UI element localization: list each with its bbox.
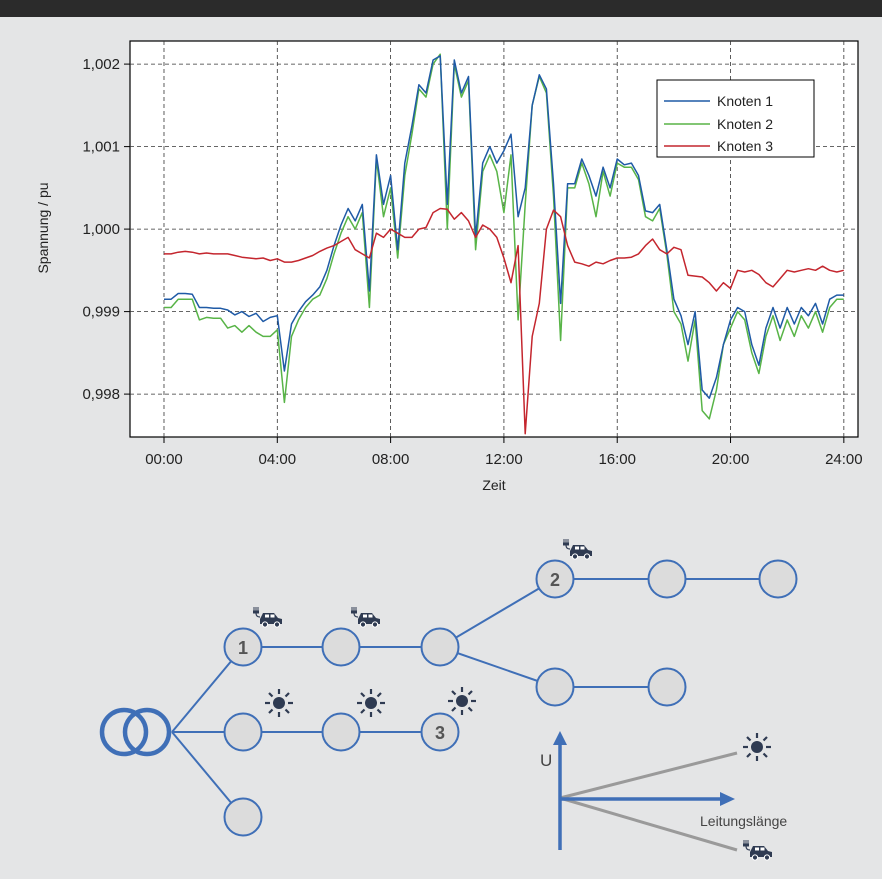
y-axis-label: Spannung / pu (35, 182, 51, 273)
node-1 (223, 627, 263, 667)
node-3 (420, 712, 460, 752)
x-tick-label: 08:00 (372, 451, 410, 468)
inset-pv-line (559, 751, 738, 800)
line-to-node-2 (439, 578, 556, 648)
series-line-knoten-3 (164, 207, 844, 435)
node (647, 667, 687, 707)
series-line-knoten-1 (164, 55, 844, 399)
sun-icon (263, 687, 295, 719)
y-axis-ticks: 1,002 1,001 1,000 0,999 0,998 (82, 56, 130, 403)
inset-ev-line (559, 796, 738, 852)
voltage-chart: 00:00 04:00 08:00 12:00 16:00 20:00 24:00 1,00… (35, 40, 863, 493)
x-tick-label: 00:00 (145, 451, 183, 468)
legend-item-knoten-2: Knoten 2 (664, 116, 773, 132)
y-tick-label: 1,001 (82, 139, 120, 156)
x-axis-label: Zeit (482, 477, 505, 493)
y-tick-label: 0,998 (82, 386, 120, 403)
node (223, 797, 263, 837)
node (535, 667, 575, 707)
x-axis-ticks: 00:00 04:00 08:00 12:00 16:00 20:00 24:00 (145, 437, 863, 468)
legend: Knoten 1 Knoten 2 Knoten 3 (656, 79, 815, 158)
y-tick-label: 1,000 (82, 221, 120, 238)
legend-label: Knoten 2 (717, 116, 773, 132)
legend-label: Knoten 3 (717, 138, 773, 154)
node (758, 559, 798, 599)
x-tick-label: 04:00 (259, 451, 297, 468)
line-to-lower-branch (439, 646, 556, 688)
y-tick-label: 1,002 (82, 56, 120, 73)
series-line-knoten-2 (164, 53, 844, 420)
sun-icon (355, 687, 387, 719)
inset-y-arrowhead (553, 731, 567, 745)
sun-icon (741, 731, 773, 763)
top-bar (0, 0, 882, 17)
node-2 (535, 559, 575, 599)
x-tick-label: 24:00 (825, 451, 863, 468)
node (420, 627, 460, 667)
node (647, 559, 687, 599)
node (223, 712, 263, 752)
node (321, 627, 361, 667)
network-diagram: 1 2 3 U Leitungslänge (99, 538, 798, 861)
x-tick-label: 16:00 (598, 451, 636, 468)
node-label-2: 2 (550, 570, 560, 590)
transformer-icon (99, 707, 172, 757)
node-labels: 1 2 3 (238, 570, 560, 743)
legend-box (656, 79, 815, 158)
legend-item-knoten-3: Knoten 3 (664, 138, 773, 154)
legend-label: Knoten 1 (717, 93, 773, 109)
inset-x-label: Leitungslänge (700, 813, 787, 829)
node-label-3: 3 (435, 723, 445, 743)
voltage-profile-inset: U Leitungslänge (540, 731, 787, 852)
series-layer (164, 53, 844, 435)
x-tick-label: 12:00 (485, 451, 523, 468)
inset-x-arrowhead (720, 792, 735, 806)
x-tick-label: 20:00 (712, 451, 750, 468)
sun-icon (446, 685, 478, 717)
node (321, 712, 361, 752)
legend-item-knoten-1: Knoten 1 (664, 93, 773, 109)
node-label-1: 1 (238, 638, 248, 658)
inset-y-label: U (540, 751, 552, 770)
y-tick-label: 0,999 (82, 304, 120, 321)
network-nodes (223, 559, 798, 837)
